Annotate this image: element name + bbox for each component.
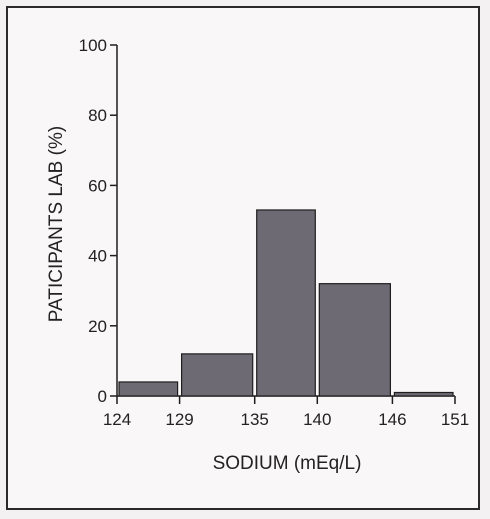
x-axis: 124 129 135 140 146 151 [103,395,469,429]
histogram-bar [318,283,392,397]
y-tick-label: 0 [98,387,107,406]
y-tick-label: 80 [88,106,107,125]
histogram-bar [393,391,454,397]
x-tick-label: 135 [241,410,269,429]
x-axis-title: SODIUM (mEq/L) [213,453,362,474]
x-tick-label: 140 [303,410,331,429]
histogram-bar [180,353,254,397]
y-axis-title: PATICIPANTS LAB (%) [46,126,67,322]
y-tick-label: 60 [88,176,107,195]
y-tick-label: 20 [88,317,107,336]
x-tick-label: 124 [103,410,131,429]
x-tick-label: 151 [441,410,469,429]
x-tick-label: 129 [165,410,193,429]
histogram-bar [256,209,316,397]
y-tick-label: 100 [79,36,107,55]
histogram-bar [118,381,179,397]
chart-frame [6,6,480,510]
y-axis: 0 20 40 60 80 100 [79,36,118,406]
y-tick-label: 40 [88,247,107,266]
x-tick-label: 146 [378,410,406,429]
bars [118,209,454,397]
